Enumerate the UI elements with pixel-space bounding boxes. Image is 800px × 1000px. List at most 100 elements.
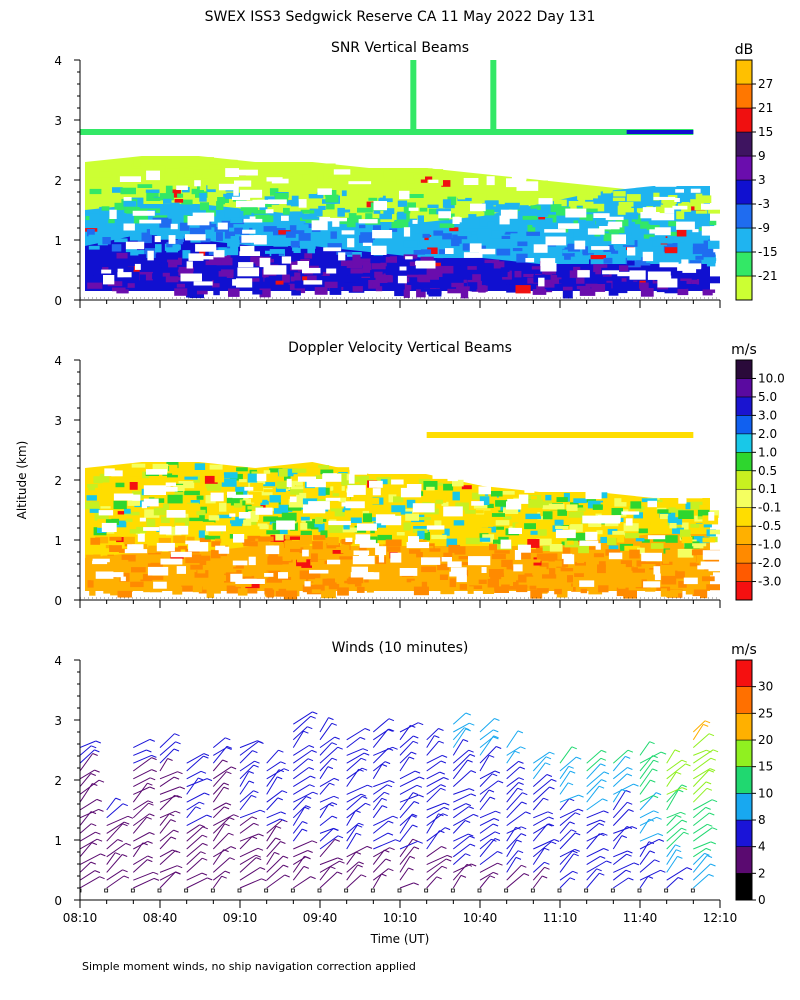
echo-cell [275,165,283,169]
wind-barb [479,838,496,858]
colorbar-swatch [735,793,753,821]
echo-cell [105,493,119,502]
echo-cell [451,282,464,288]
data-gap [406,542,430,549]
wind-barb [133,832,150,842]
wind-barb-feather [257,740,263,744]
echo-cell [317,499,331,503]
wind-barb [532,847,545,865]
echo-cell [109,545,122,552]
echo-cell [185,503,201,512]
echo-cell [199,521,215,527]
data-gap [399,568,418,576]
wind-barb [559,770,571,787]
echo-cell [483,503,494,508]
echo-cell [532,289,547,295]
data-gap [486,176,495,186]
echo-cell [130,250,145,256]
wind-barb-feather [327,766,334,770]
data-gap [351,566,368,576]
wind-barb-feather [494,831,501,835]
echo-cell [362,261,372,271]
echo-cell [501,559,513,567]
wind-barb-feather [712,749,719,753]
wind-profile [130,738,160,893]
wind-barb [692,853,705,865]
data-gap [391,479,404,485]
wind-barb [373,780,390,788]
data-gap [119,176,141,182]
echo-cell [407,202,416,211]
echo-cell [556,497,568,502]
echo-cell [422,233,430,238]
echo-cell [169,566,179,572]
echo-cell [375,188,383,198]
echo-cell [300,530,312,536]
wind-barb-feather [223,806,230,810]
wind-barb-feather [494,718,500,721]
echo-cell [593,553,605,558]
wind-barb-feather [117,839,123,842]
data-gap [672,205,688,210]
data-gap [701,226,720,236]
wind-barb-feather [685,763,691,767]
wind-barb-feather [704,852,710,856]
echo-cell [617,564,626,572]
data-gap [146,170,160,181]
echo-cell [342,506,351,513]
echo-cell [589,187,601,196]
wind-barb [586,771,605,787]
wind-barb [426,865,443,881]
wind-barb [372,873,382,889]
wind-barb-feather [438,740,444,744]
echo-cell [93,476,103,484]
wind-barb [399,784,418,795]
wind-barb [159,786,180,795]
wind-barb [372,791,385,803]
echo-cell [394,287,408,297]
wind-barb [426,784,441,795]
echo-cell [476,527,492,533]
echo-cell [211,541,221,547]
echo-cell [127,500,140,506]
wind-barb [692,787,708,803]
data-gap [304,581,311,587]
data-gap [159,526,172,535]
echo-cell [189,227,206,236]
data-gap [643,581,661,588]
wind-barb [372,761,386,772]
wind-barb-feather [418,722,424,726]
wind-barb-feather [545,762,551,766]
data-gap [647,500,657,508]
data-gap [470,203,486,212]
echo-cell [438,233,452,240]
wind-barb [239,741,259,756]
data-gap [139,219,162,224]
echo-cell [142,547,156,554]
wind-barb [106,797,117,811]
echo-cell [93,554,101,559]
wind-barb-feather [307,726,313,730]
data-gap [218,183,239,191]
echo-cell [388,494,397,503]
wind-profile [210,737,239,893]
data-gap [432,470,454,479]
echo-cell [133,573,143,580]
data-gap [405,256,413,260]
echo-cell [194,463,206,470]
wind-barb [559,812,576,826]
echo-cell [296,481,303,486]
echo-cell [283,182,296,191]
echo-cell [678,510,694,519]
wind-barb-feather [385,858,391,862]
echo-cell [291,195,299,205]
echo-cell [146,518,156,527]
wind-barb [666,819,683,834]
wind-barb [666,856,678,873]
wind-barb-feather [173,776,180,780]
echo-cell [641,539,650,543]
wind-barb [559,853,575,873]
wind-barb [586,819,601,827]
echo-cell [635,509,643,513]
wind-barb [212,875,223,889]
